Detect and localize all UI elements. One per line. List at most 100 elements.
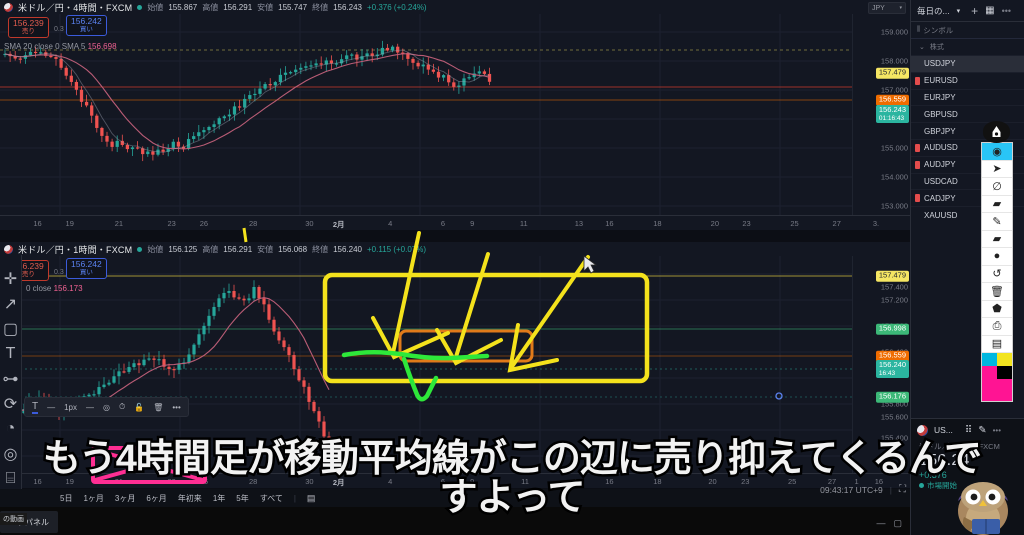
format-tool-0[interactable]: T [32,400,39,414]
price-badge[interactable]: 157.479 [875,270,909,282]
price-scale-1h[interactable]: 157.600157.400157.200156.800156.400155.8… [852,256,910,473]
symbol-title[interactable]: 米ドル／円・1時間・FXCM [18,244,133,255]
more-options-icon[interactable]: ••• [1001,5,1012,16]
highlighter-icon[interactable]: ▰ [982,196,1012,213]
color-palette[interactable] [982,353,1012,379]
drawing-toolbar[interactable]: ✛ ↗ ▢ T ⊶ ⟳ ◔ ◎ ⌸ [0,255,22,505]
undo-draw-icon[interactable]: ∅ [982,178,1012,196]
lock-icon[interactable]: ⌸ [5,470,16,487]
rotate-icon[interactable]: ⟳ [3,396,18,413]
format-tool-3[interactable]: — [86,402,95,412]
price-badge[interactable]: 157.479 [875,67,909,79]
status-dot-icon [919,483,924,488]
calendar-icon[interactable]: ▤ [306,492,316,503]
palette-swatch-0[interactable] [982,353,997,366]
indicator-legend[interactable]: SMA 20 close 0 SMA 5 156.698 [4,42,117,51]
maximize-icon[interactable]: ▢ [893,518,902,528]
format-tool-7[interactable]: 🗑 [153,402,164,412]
pencil-icon[interactable]: ✎ [982,213,1012,231]
watchlist-row[interactable]: USDCAD [911,172,1024,190]
minimize-icon[interactable]: — [876,518,886,528]
grid-icon[interactable]: ⠿ [964,424,973,436]
add-symbol-button[interactable]: + [971,3,979,18]
format-tool-8[interactable]: ••• [172,402,181,412]
watchlist-row[interactable]: GBPJPY [911,122,1024,139]
range-button[interactable]: 1年 [212,493,226,503]
watchlist-group-row[interactable]: ⌄ 株式 [911,39,1024,55]
watchlist-row[interactable]: AUDUSD [911,138,1024,156]
chevron-down-icon[interactable]: ▾ [956,7,961,15]
trash-icon[interactable]: 🗑 [982,283,1012,301]
pen-toolbar[interactable]: ◉ ➤ ∅ ▰ ✎ ▰ ● ↺ 🗑 ⬟ ⎙ ▤ [981,142,1013,402]
price-badge[interactable]: 156.559 [875,94,909,106]
alert-flag-icon [915,194,920,203]
magnet-icon[interactable]: ◎ [3,446,18,463]
price-tick: 157.000 [880,85,908,95]
price-scale-4h[interactable]: 159.000 158.000 157.000 155.000 154.000 153.0… [852,14,910,225]
currency-select[interactable]: JPY ▾ [868,2,906,14]
palette-swatch-2[interactable] [982,366,997,379]
watchlist-title[interactable]: 毎日の... [917,5,950,16]
undo-icon[interactable]: ↺ [982,266,1012,283]
price-badge[interactable]: 156.559 [875,350,909,362]
measure-icon[interactable]: ◔ [5,420,16,437]
range-button[interactable]: 5年 [236,493,249,503]
sell-quote-box[interactable]: 156.239 売り [8,17,49,39]
clipboard-icon[interactable]: ▤ [982,336,1012,353]
time-scale-1h[interactable]: 16 19 21 23 26 28 30 2月 4 6 9 11 13 16 18 20 23 25 27 1 16 [0,473,910,488]
price-badge[interactable]: 156.176 [875,391,909,403]
buy-quote-box[interactable]: 156.242 買い [66,15,107,37]
layout-grid-icon[interactable]: ▦ [985,5,995,16]
palette-swatch-3[interactable] [997,366,1012,379]
watchlist-row[interactable]: AUDJPY [911,155,1024,173]
current-color-swatch[interactable] [982,379,1012,401]
range-button[interactable]: 年初来 [177,493,202,503]
watchlist-row[interactable]: USDJPY [911,55,1024,72]
chart-plot-1h[interactable] [0,256,852,473]
more-options-icon[interactable]: ••• [992,425,1002,435]
watchlist-row[interactable]: EURJPY [911,88,1024,106]
sort-icon[interactable]: ⫼ [917,26,921,33]
watchlist-row[interactable]: CADJPY [911,189,1024,206]
range-button[interactable]: 6ヶ月 [146,493,167,503]
format-tool-5[interactable]: ⏱ [119,402,126,411]
time-range-bar[interactable]: 5日 1ヶ月 3ヶ月 6ヶ月 年初来 1年 5年 すべて | ▤ [0,489,910,507]
trend-line-icon[interactable]: ↗ [3,296,18,313]
buy-quote-box[interactable]: 156.242 買い [66,258,107,280]
pattern-icon[interactable]: ⊶ [2,371,19,388]
range-button[interactable]: 1ヶ月 [83,493,104,503]
format-tool-6[interactable]: 🔓 [134,402,145,412]
price-badge[interactable]: 156.998 [875,323,909,335]
format-tool-2[interactable]: 1px [64,402,78,412]
indicator-legend[interactable]: 0 close 156.173 [26,284,83,293]
range-button[interactable]: 3ヶ月 [114,493,136,503]
text-icon[interactable]: T [5,345,16,362]
pen-tool-handle[interactable] [983,121,1010,143]
palette-swatch-1[interactable] [997,353,1012,366]
eraser-icon[interactable]: ▰ [982,231,1012,248]
symbol-title[interactable]: 米ドル／円・4時間・FXCM [18,2,133,13]
cursor-cross-icon[interactable]: ✛ [3,271,18,288]
watchlist-row[interactable]: XAUUSD [911,206,1024,223]
range-button[interactable]: すべて [259,493,283,503]
mini-symbol-short[interactable]: US... [934,425,953,435]
time-scale-4h[interactable]: 16 19 21 23 26 28 30 2月 4 6 9 11 13 16 18 20 23 25 27 3. [0,215,910,230]
eye-icon[interactable]: ◉ [982,143,1012,161]
fullscreen-icon[interactable]: ⛶ [899,484,906,495]
watchlist-row[interactable]: EURUSD [911,71,1024,89]
dot-icon[interactable]: ● [982,248,1012,266]
rectangle-icon[interactable]: ▢ [2,321,19,338]
price-tick: 158.000 [880,56,908,66]
edit-icon[interactable]: ✎ [978,424,987,436]
text-format-toolbar[interactable]: T — 1px — ◎ ⏱ 🔓 🗑 ••• [24,397,189,417]
format-tool-1[interactable]: — [47,402,56,412]
price-badge[interactable]: 156.243 01:16:43 [875,104,909,124]
watchlist-row[interactable]: GBPUSD [911,105,1024,122]
price-badge[interactable]: 156.240 16:43 [875,359,909,379]
range-button[interactable]: 5日 [60,493,73,503]
chart-plot-4h[interactable] [0,14,852,215]
format-tool-4[interactable]: ◎ [103,402,110,412]
camera-icon[interactable]: ⎙ [982,318,1012,336]
shape-icon[interactable]: ⬟ [982,301,1012,318]
cursor-icon[interactable]: ➤ [982,161,1012,178]
